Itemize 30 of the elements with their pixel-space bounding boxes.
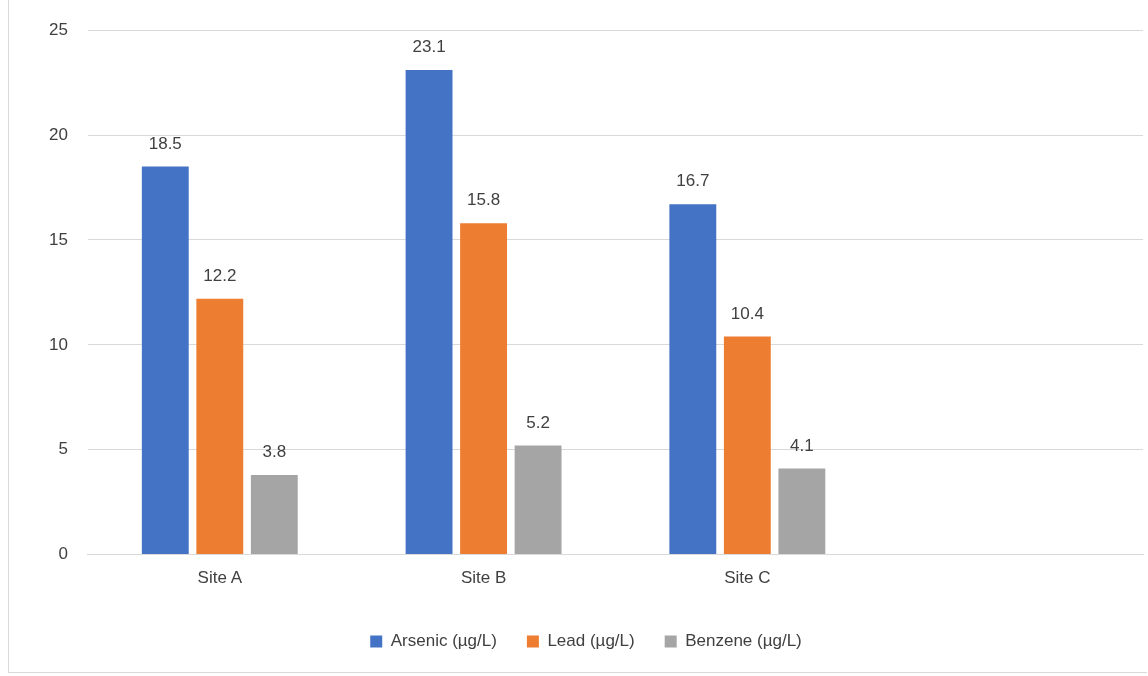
bar xyxy=(405,70,453,555)
y-tick-label: 0 xyxy=(58,544,68,564)
bar xyxy=(141,166,189,555)
data-label: 10.4 xyxy=(730,303,764,323)
y-tick-label: 15 xyxy=(48,229,68,249)
y-tick-label: 5 xyxy=(58,439,68,459)
x-tick-label: Site C xyxy=(724,568,771,588)
legend-label: Lead (µg/L) xyxy=(547,631,635,651)
x-tick-label: Site B xyxy=(460,568,507,588)
data-label: 23.1 xyxy=(412,37,446,57)
bar xyxy=(250,474,298,555)
data-label: 12.2 xyxy=(203,265,237,285)
data-label: 18.5 xyxy=(148,133,182,153)
bar xyxy=(778,468,826,555)
y-tick-label: 20 xyxy=(48,124,68,144)
data-label: 5.2 xyxy=(526,412,550,432)
data-label: 4.1 xyxy=(790,435,814,455)
data-label: 15.8 xyxy=(467,190,501,210)
y-tick-label: 25 xyxy=(48,19,68,39)
legend-label: Arsenic (µg/L) xyxy=(390,631,497,651)
data-label: 16.7 xyxy=(676,171,710,191)
bar xyxy=(196,298,244,555)
legend-label: Benzene (µg/L) xyxy=(685,631,802,651)
bar xyxy=(723,336,771,555)
bar xyxy=(460,223,508,555)
bar xyxy=(514,445,562,555)
x-tick-label: Site A xyxy=(197,568,243,588)
bar xyxy=(669,204,717,555)
y-tick-label: 10 xyxy=(48,334,68,354)
data-label: 3.8 xyxy=(262,442,287,462)
